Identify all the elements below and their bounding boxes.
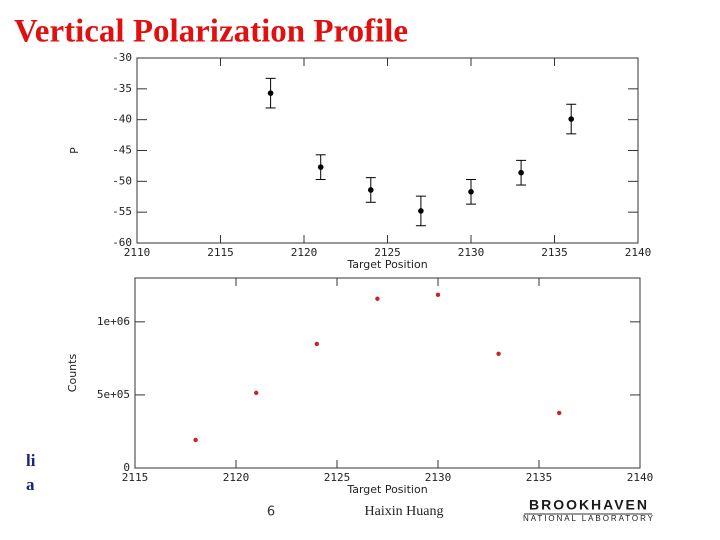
y-tick-label: -45 [112, 144, 132, 157]
y-axis-label: Counts [66, 354, 79, 393]
x-tick-label: 2130 [425, 471, 452, 484]
x-tick-label: 2120 [223, 471, 250, 484]
data-point [375, 296, 380, 301]
data-point [193, 437, 198, 443]
data-point [368, 187, 374, 193]
data-point [418, 208, 424, 214]
data-point [314, 341, 319, 347]
y-tick-label: -35 [112, 82, 132, 95]
side-text: li [26, 451, 36, 470]
logo-subtitle: NATIONAL LABORATORY [523, 514, 654, 523]
x-tick-label: 2125 [374, 246, 401, 259]
x-tick-label: 2110 [124, 246, 151, 259]
y-tick-label: -50 [112, 174, 132, 187]
data-point [568, 116, 574, 122]
y-tick-label: 0 [123, 461, 130, 474]
data-point [435, 292, 441, 298]
data-point [254, 390, 259, 396]
page-number: 6 [267, 505, 275, 520]
x-tick-label: 2115 [122, 471, 149, 484]
x-axis-label: Target Position [346, 258, 427, 271]
data-point [317, 164, 324, 170]
x-tick-label: 2115 [207, 246, 234, 259]
y-tick-label: -40 [112, 113, 132, 126]
y-tick-label: 5e+05 [97, 388, 130, 401]
y-tick-label: 1e+06 [97, 315, 130, 328]
y-axis-label: P [68, 147, 81, 154]
slide-title: Vertical Polarization Profile [14, 14, 408, 50]
x-tick-label: 2120 [291, 246, 318, 259]
data-point [518, 169, 524, 176]
x-tick-label: 2135 [541, 246, 568, 259]
y-tick-label: -55 [112, 205, 132, 218]
author: Haixin Huang [365, 504, 444, 519]
x-tick-label: 2140 [627, 471, 654, 484]
data-point [267, 90, 274, 96]
data-point [468, 189, 474, 195]
x-axis-label: Target Position [346, 483, 427, 496]
plot-frame [134, 277, 641, 469]
plot-frame [136, 57, 639, 244]
data-point [496, 351, 501, 357]
x-tick-label: 2125 [324, 471, 351, 484]
side-text: a [26, 475, 35, 494]
x-tick-label: 2130 [458, 246, 485, 259]
x-tick-label: 2140 [625, 246, 652, 259]
y-tick-label: -30 [112, 51, 132, 64]
x-tick-label: 2135 [526, 471, 553, 484]
data-point [557, 410, 562, 416]
logo-name: BROOKHAVEN [529, 497, 647, 513]
y-tick-label: -60 [112, 236, 132, 249]
